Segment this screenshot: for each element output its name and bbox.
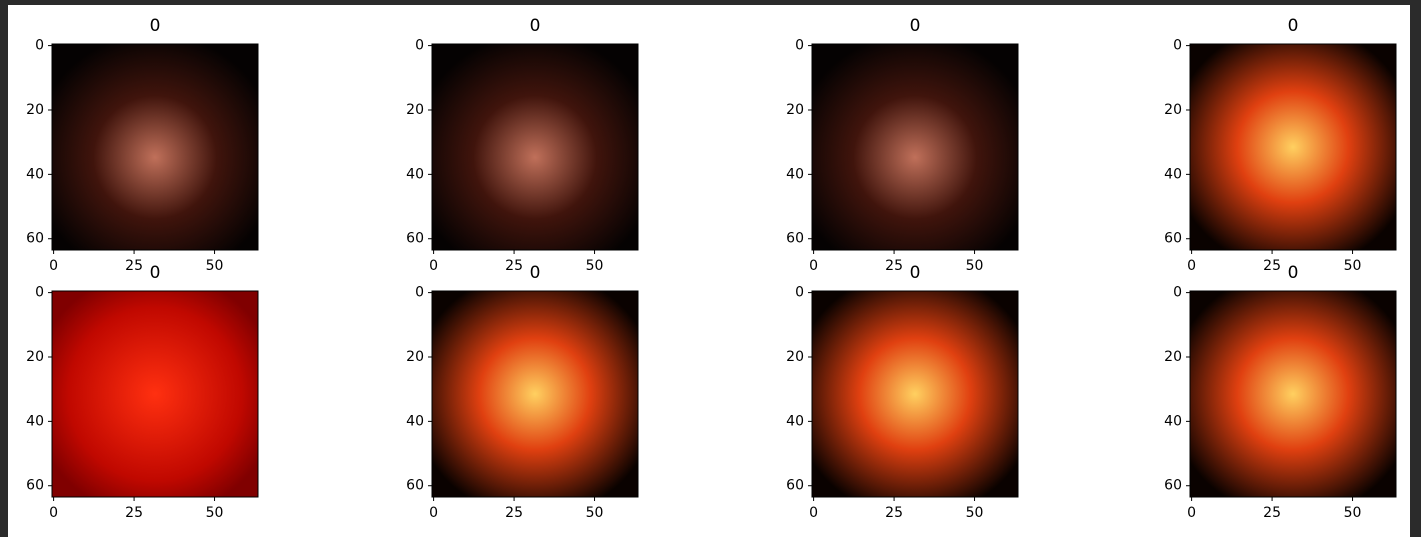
y-tick-label: 20	[406, 349, 424, 365]
panel-title: 0	[910, 263, 921, 283]
y-tick-label: 60	[786, 478, 804, 494]
x-tick-label: 25	[885, 505, 903, 521]
y-tick-label: 60	[406, 231, 424, 247]
x-tick-label: 25	[1263, 505, 1281, 521]
x-tick-label: 0	[49, 505, 58, 521]
x-tick-label: 50	[586, 258, 604, 274]
y-tick-label: 40	[1164, 166, 1182, 182]
axes-frame	[51, 43, 259, 251]
y-tick-label: 0	[415, 285, 424, 301]
image	[432, 291, 638, 497]
y-tick-label: 20	[786, 102, 804, 118]
panel-title: 0	[530, 263, 541, 283]
x-tick-label: 25	[505, 505, 523, 521]
y-tick-label: 40	[406, 166, 424, 182]
axes-frame	[431, 290, 639, 498]
y-tick-label: 40	[786, 413, 804, 429]
x-tick-label: 0	[1187, 258, 1196, 274]
x-tick-label: 50	[966, 258, 984, 274]
y-tick-label: 0	[415, 38, 424, 54]
x-tick-label: 0	[809, 505, 818, 521]
y-tick-label: 20	[1164, 102, 1182, 118]
y-tick-label: 0	[795, 285, 804, 301]
x-tick-label: 0	[429, 258, 438, 274]
y-tick-label: 20	[26, 349, 44, 365]
y-tick-label: 60	[26, 478, 44, 494]
x-tick-label: 0	[49, 258, 58, 274]
axes-frame	[811, 290, 1019, 498]
y-tick-label: 60	[406, 478, 424, 494]
x-tick-label: 50	[586, 505, 604, 521]
x-tick-label: 0	[429, 505, 438, 521]
axes-frame	[811, 43, 1019, 251]
image	[52, 291, 258, 497]
panel-title: 0	[1288, 263, 1299, 283]
x-tick-label: 0	[809, 258, 818, 274]
axes-frame	[1189, 290, 1397, 498]
y-tick-label: 60	[786, 231, 804, 247]
y-tick-label: 40	[26, 166, 44, 182]
image	[1190, 291, 1396, 497]
y-tick-label: 0	[795, 38, 804, 54]
x-tick-label: 0	[1187, 505, 1196, 521]
y-tick-label: 60	[1164, 231, 1182, 247]
y-tick-label: 0	[1173, 285, 1182, 301]
y-tick-label: 20	[406, 102, 424, 118]
y-tick-label: 0	[35, 38, 44, 54]
x-tick-label: 25	[505, 258, 523, 274]
panel-title: 0	[530, 16, 541, 36]
y-tick-label: 60	[1164, 478, 1182, 494]
axes-frame	[51, 290, 259, 498]
y-tick-label: 60	[26, 231, 44, 247]
y-tick-label: 40	[406, 413, 424, 429]
panel-title: 0	[1288, 16, 1299, 36]
y-tick-label: 20	[786, 349, 804, 365]
axes-frame	[1189, 43, 1397, 251]
x-tick-label: 50	[206, 505, 224, 521]
y-tick-label: 40	[26, 413, 44, 429]
image	[52, 44, 258, 250]
y-tick-label: 0	[35, 285, 44, 301]
image	[812, 44, 1018, 250]
y-tick-label: 40	[786, 166, 804, 182]
axes-frame	[431, 43, 639, 251]
y-tick-label: 40	[1164, 413, 1182, 429]
panel-title: 0	[150, 16, 161, 36]
x-tick-label: 50	[1344, 258, 1362, 274]
x-tick-label: 25	[1263, 258, 1281, 274]
x-tick-label: 50	[1344, 505, 1362, 521]
image	[1190, 44, 1396, 250]
x-tick-label: 25	[885, 258, 903, 274]
panel-title: 0	[910, 16, 921, 36]
x-tick-label: 25	[125, 505, 143, 521]
image	[432, 44, 638, 250]
y-tick-label: 20	[26, 102, 44, 118]
image	[812, 291, 1018, 497]
x-tick-label: 25	[125, 258, 143, 274]
y-tick-label: 0	[1173, 38, 1182, 54]
x-tick-label: 50	[966, 505, 984, 521]
panel-title: 0	[150, 263, 161, 283]
y-tick-label: 20	[1164, 349, 1182, 365]
x-tick-label: 50	[206, 258, 224, 274]
